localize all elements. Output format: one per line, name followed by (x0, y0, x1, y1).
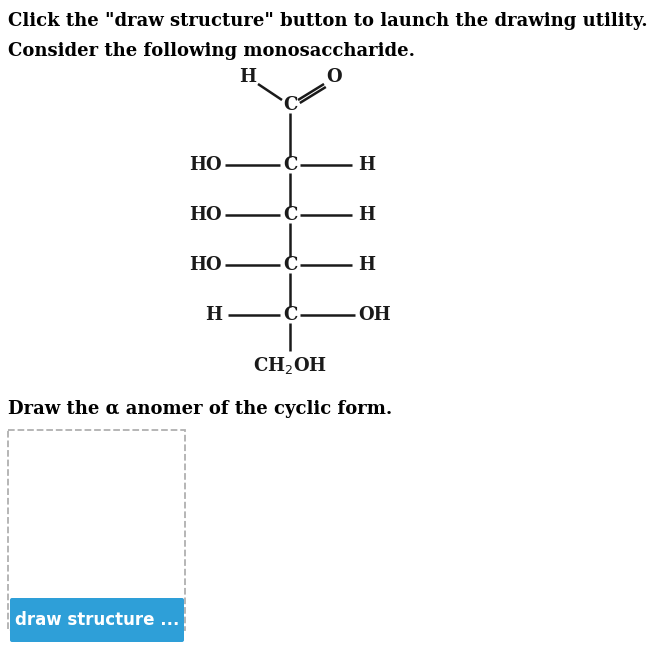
Text: HO: HO (190, 206, 222, 224)
Text: HO: HO (190, 156, 222, 174)
Text: Draw the α anomer of the cyclic form.: Draw the α anomer of the cyclic form. (8, 400, 392, 418)
Text: C: C (283, 96, 297, 114)
FancyBboxPatch shape (10, 598, 184, 642)
Text: C: C (283, 306, 297, 324)
Text: C: C (283, 206, 297, 224)
Text: CH$_2$OH: CH$_2$OH (253, 355, 327, 376)
Text: C: C (283, 156, 297, 174)
Text: draw structure ...: draw structure ... (15, 611, 179, 629)
Text: H: H (358, 256, 375, 274)
Text: H: H (239, 68, 256, 86)
Text: HO: HO (190, 256, 222, 274)
Text: OH: OH (358, 306, 391, 324)
Text: H: H (205, 306, 222, 324)
Text: H: H (358, 206, 375, 224)
Text: Consider the following monosaccharide.: Consider the following monosaccharide. (8, 42, 415, 60)
Text: C: C (283, 256, 297, 274)
Text: H: H (358, 156, 375, 174)
Text: O: O (326, 68, 342, 86)
Text: Click the "draw structure" button to launch the drawing utility.: Click the "draw structure" button to lau… (8, 12, 647, 30)
Bar (8, 430, 185, 630)
